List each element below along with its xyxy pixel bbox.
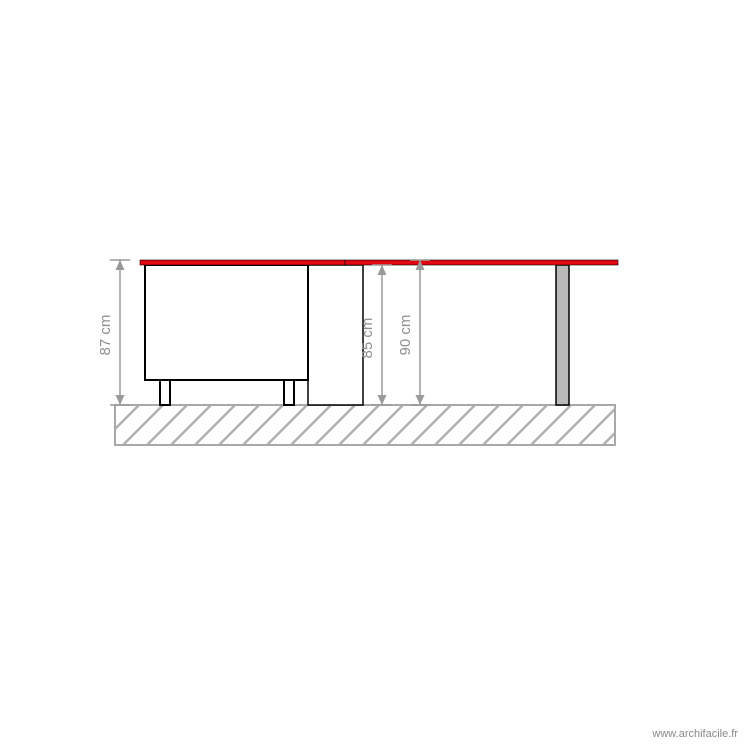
cabinet-leg [284,380,294,405]
watermark-text: www.archifacile.fr [652,728,738,740]
dimension-label: 87 cm [97,315,114,356]
cabinet-leg [160,380,170,405]
dimension-label: 90 cm [397,315,414,356]
cabinet-body [145,265,308,380]
half-wall [308,265,363,405]
table-leg [556,265,569,405]
countertop [140,260,345,265]
dimension: 90 cm [397,260,430,405]
elevation-drawing: 87 cm 85 cm 90 cm [0,0,750,750]
floor-hatch [51,405,691,445]
dimension: 87 cm [97,260,130,405]
dimension-label: 85 cm [359,318,376,359]
dimension: 85 cm [359,265,392,405]
